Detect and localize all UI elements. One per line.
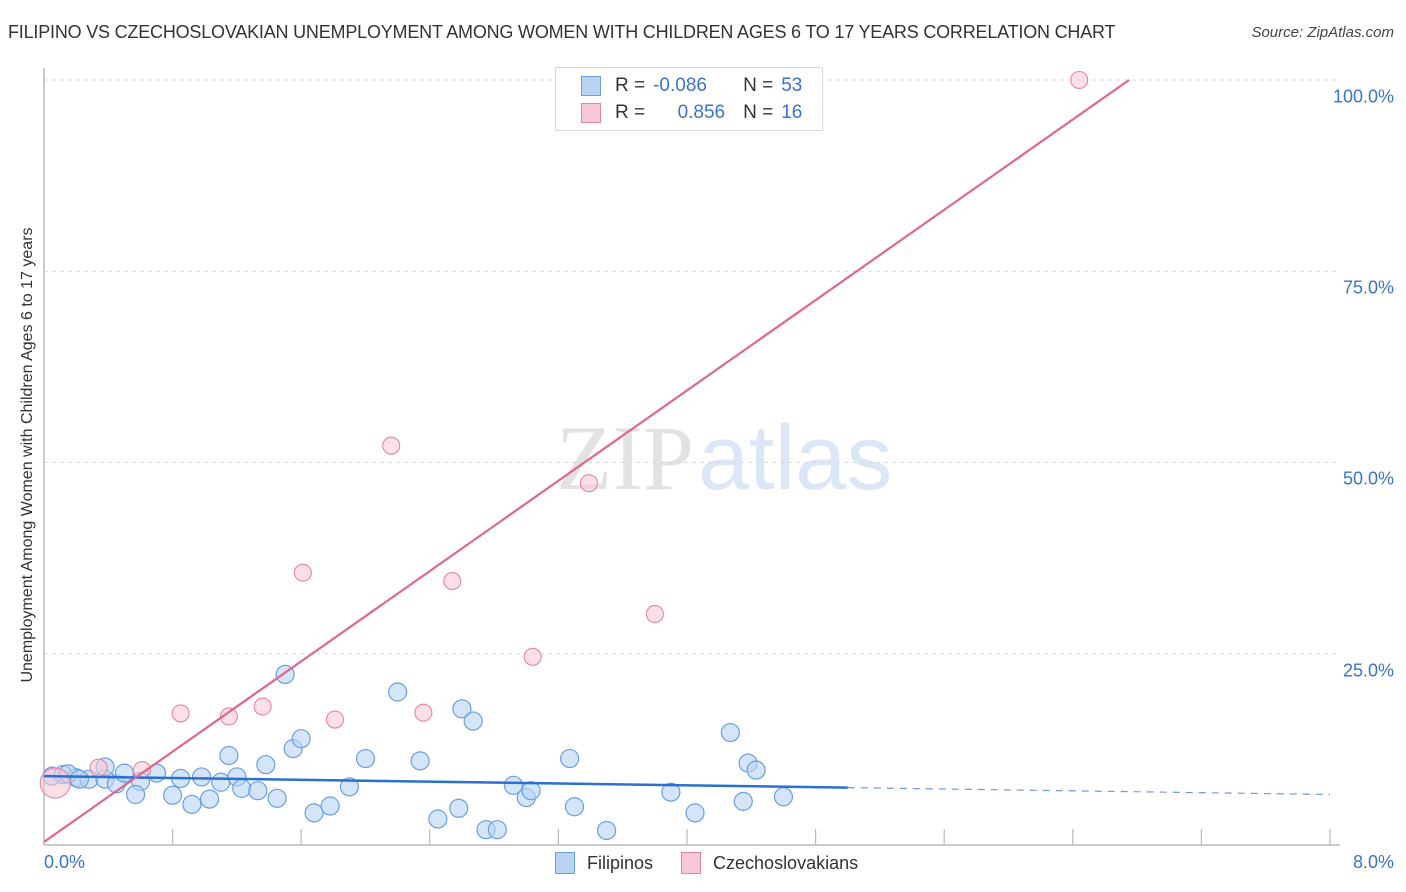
czechoslovakians-points bbox=[39, 70, 1089, 799]
data-point-czechoslovakians bbox=[325, 710, 345, 729]
blue-swatch-icon bbox=[555, 852, 575, 874]
data-point-filipinos bbox=[521, 781, 541, 801]
data-point-czechoslovakians bbox=[645, 604, 664, 624]
data-point-czechoslovakians bbox=[171, 704, 190, 723]
axes bbox=[43, 68, 1340, 846]
watermark: ZIPatlas bbox=[556, 405, 892, 511]
data-point-filipinos bbox=[304, 803, 324, 823]
source-label: Source: ZipAtlas.com bbox=[1251, 24, 1394, 41]
n-value: 53 bbox=[781, 75, 803, 96]
chart-title: FILIPINO VS CZECHOSLOVAKIAN UNEMPLOYMENT… bbox=[8, 22, 1116, 42]
n-value: 16 bbox=[781, 102, 803, 123]
data-point-filipinos bbox=[388, 682, 408, 702]
data-point-filipinos bbox=[114, 763, 134, 783]
data-point-filipinos bbox=[219, 745, 239, 766]
data-point-filipinos bbox=[560, 748, 580, 769]
filipinos-trend-line bbox=[43, 774, 848, 789]
czechoslovakians-trend-line bbox=[43, 79, 1130, 843]
data-point-filipinos bbox=[452, 699, 472, 719]
pink-swatch-icon bbox=[681, 852, 702, 874]
legend-row-czechoslovakians: R = 0.856 N = 16 bbox=[581, 101, 802, 125]
data-point-filipinos bbox=[733, 791, 753, 811]
data-point-czechoslovakians bbox=[382, 436, 401, 455]
data-point-filipinos bbox=[503, 775, 523, 795]
data-point-filipinos bbox=[267, 788, 287, 808]
legend-label: Filipinos bbox=[587, 852, 654, 873]
data-point-czechoslovakians bbox=[39, 767, 71, 799]
data-point-czechoslovakians bbox=[414, 703, 433, 722]
blue-swatch-icon bbox=[581, 76, 601, 96]
gridlines bbox=[44, 79, 1340, 655]
data-point-filipinos bbox=[339, 777, 360, 797]
data-point-filipinos bbox=[163, 785, 183, 805]
data-point-filipinos bbox=[564, 797, 585, 817]
data-point-filipinos bbox=[126, 784, 146, 805]
legend-row-filipinos: R = -0.086 N = 53 bbox=[581, 74, 802, 98]
data-point-filipinos bbox=[232, 778, 252, 798]
y-tick-50: 50.0% bbox=[1342, 468, 1394, 489]
data-point-czechoslovakians bbox=[89, 758, 108, 777]
data-point-filipinos bbox=[428, 809, 448, 829]
y-tick-100: 100.0% bbox=[1332, 86, 1394, 107]
data-point-filipinos bbox=[355, 748, 376, 769]
series-legend: Filipinos Czechoslovakians bbox=[555, 852, 886, 874]
data-point-filipinos bbox=[685, 803, 705, 823]
r-label: R = bbox=[615, 102, 646, 123]
data-point-filipinos bbox=[773, 787, 794, 807]
data-point-filipinos bbox=[191, 767, 212, 787]
data-point-filipinos bbox=[182, 794, 202, 815]
data-point-filipinos bbox=[256, 755, 276, 775]
data-point-filipinos bbox=[487, 820, 507, 840]
watermark-atlas: atlas bbox=[698, 407, 893, 509]
legend-item-filipinos[interactable]: Filipinos bbox=[555, 852, 653, 874]
data-point-filipinos bbox=[597, 820, 617, 841]
pink-swatch-icon bbox=[581, 103, 601, 123]
data-point-czechoslovakians bbox=[579, 474, 598, 493]
data-point-filipinos bbox=[248, 781, 268, 801]
trend-lines bbox=[43, 79, 1331, 843]
data-point-filipinos bbox=[720, 722, 741, 743]
stats-legend: R = -0.086 N = 53 R = 0.856 N = 16 bbox=[555, 67, 823, 131]
watermark-zip: ZIP bbox=[556, 407, 694, 509]
data-point-filipinos bbox=[211, 772, 231, 792]
data-point-filipinos bbox=[410, 751, 430, 771]
data-point-filipinos bbox=[449, 798, 469, 818]
data-point-filipinos bbox=[291, 729, 311, 749]
data-point-filipinos bbox=[320, 796, 340, 816]
data-point-czechoslovakians bbox=[253, 697, 272, 716]
filipinos-points bbox=[42, 664, 794, 841]
data-point-filipinos bbox=[463, 711, 483, 731]
filipinos-trend-extension bbox=[847, 787, 1331, 796]
y-tick-75: 75.0% bbox=[1342, 277, 1394, 298]
r-label: R = bbox=[615, 75, 646, 96]
r-value: -0.086 bbox=[653, 75, 707, 96]
data-point-czechoslovakians bbox=[443, 572, 462, 591]
data-point-filipinos bbox=[199, 789, 220, 809]
x-tick-max: 8.0% bbox=[1352, 852, 1394, 872]
x-tick-min: 0.0% bbox=[44, 852, 86, 872]
data-point-czechoslovakians bbox=[1070, 70, 1089, 90]
legend-item-czechoslovakians[interactable]: Czechoslovakians bbox=[681, 852, 858, 874]
r-value: 0.856 bbox=[677, 102, 726, 123]
data-point-filipinos bbox=[746, 760, 766, 780]
data-point-czechoslovakians bbox=[293, 563, 312, 582]
y-tick-25: 25.0% bbox=[1342, 660, 1394, 681]
n-label: N = bbox=[743, 75, 774, 96]
data-point-filipinos bbox=[69, 769, 89, 789]
n-label: N = bbox=[743, 102, 774, 123]
y-axis-label: Unemployment Among Women with Children A… bbox=[19, 227, 36, 683]
data-point-filipinos bbox=[661, 782, 681, 802]
legend-label: Czechoslovakians bbox=[713, 852, 859, 873]
data-point-czechoslovakians bbox=[219, 707, 238, 726]
data-point-czechoslovakians bbox=[523, 647, 542, 666]
